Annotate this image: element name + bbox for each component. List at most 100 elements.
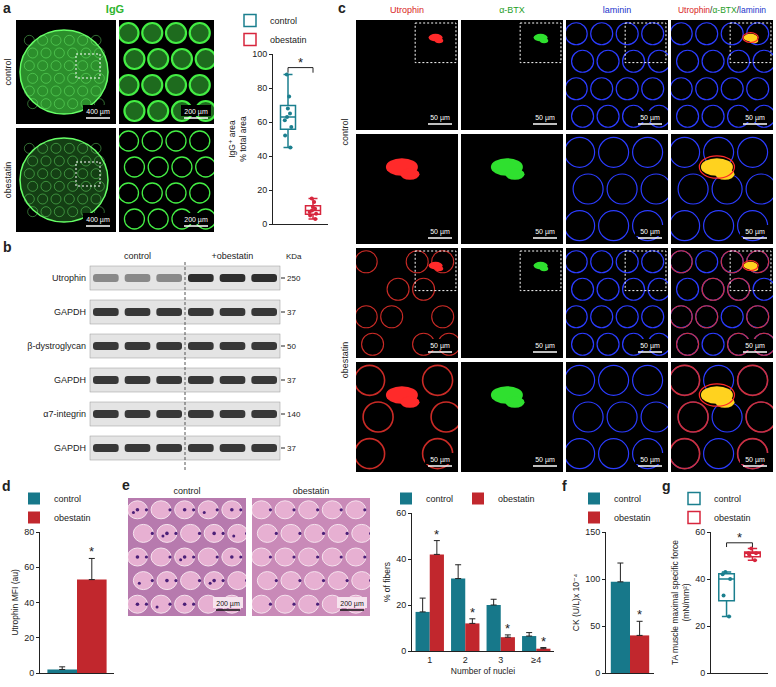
svg-text:obestatin: obestatin [54, 513, 91, 523]
svg-text:60: 60 [24, 562, 34, 572]
svg-text:37: 37 [287, 308, 296, 317]
svg-text:40: 40 [695, 574, 705, 584]
svg-text:control: control [614, 494, 641, 504]
svg-text:control: control [714, 494, 741, 504]
svg-text:3: 3 [498, 655, 503, 665]
svg-text:*: * [505, 621, 510, 636]
svg-text:f: f [562, 478, 567, 494]
svg-text:control: control [3, 58, 13, 85]
svg-text:e: e [122, 477, 130, 493]
svg-text:40: 40 [257, 151, 267, 161]
svg-text:GAPDH: GAPDH [54, 307, 86, 317]
svg-text:1: 1 [427, 655, 432, 665]
svg-text:2: 2 [463, 655, 468, 665]
svg-text:20: 20 [24, 633, 34, 643]
svg-text:37: 37 [287, 444, 296, 453]
svg-text:d: d [2, 478, 11, 494]
svg-text:20: 20 [695, 621, 705, 631]
svg-text:50 µm: 50 µm [640, 456, 660, 464]
svg-text:50 µm: 50 µm [430, 114, 450, 122]
svg-text:*: * [637, 607, 642, 622]
svg-text:50 µm: 50 µm [535, 342, 555, 350]
svg-text:IgG⁺ area% total area: IgG⁺ area% total area [227, 116, 248, 162]
svg-text:0: 0 [700, 668, 705, 678]
svg-text:*: * [470, 605, 475, 620]
svg-text:obestatin: obestatin [614, 513, 651, 523]
svg-text:GAPDH: GAPDH [54, 443, 86, 453]
svg-text:140: 140 [287, 410, 301, 419]
svg-text:200 µm: 200 µm [216, 600, 240, 608]
svg-text:obestatin: obestatin [3, 162, 13, 199]
svg-text:Utrophin MFI (au): Utrophin MFI (au) [10, 569, 20, 636]
svg-text:0: 0 [595, 668, 600, 678]
svg-text:250: 250 [287, 274, 301, 283]
svg-text:IgG: IgG [106, 3, 124, 15]
svg-text:Utrophin: Utrophin [390, 5, 424, 15]
svg-text:GAPDH: GAPDH [54, 375, 86, 385]
svg-text:400 µm: 400 µm [86, 216, 110, 224]
svg-text:50 µm: 50 µm [430, 342, 450, 350]
svg-text:CK (U/L)x 10⁻⁴: CK (U/L)x 10⁻⁴ [571, 574, 581, 632]
svg-text:50 µm: 50 µm [640, 228, 660, 236]
svg-text:100: 100 [252, 49, 267, 59]
svg-text:% of fibers: % of fibers [382, 562, 392, 602]
svg-text:*: * [89, 544, 94, 559]
svg-text:Utrophin/α-BTX/laminin: Utrophin/α-BTX/laminin [678, 5, 766, 15]
svg-text:control: control [54, 494, 81, 504]
svg-text:obestatin: obestatin [714, 513, 751, 523]
svg-text:50 µm: 50 µm [535, 456, 555, 464]
svg-text:100: 100 [585, 574, 600, 584]
svg-text:KDa: KDa [286, 252, 302, 261]
svg-text:50 µm: 50 µm [535, 228, 555, 236]
svg-text:obestatin: obestatin [498, 494, 535, 504]
svg-text:60: 60 [396, 508, 406, 518]
svg-text:Number of nuclei: Number of nuclei [451, 666, 515, 676]
svg-text:0: 0 [401, 646, 406, 656]
svg-text:≥4: ≥4 [531, 655, 541, 665]
svg-text:*: * [541, 634, 546, 649]
svg-text:control: control [340, 118, 350, 145]
svg-text:α-BTX: α-BTX [499, 5, 525, 15]
svg-text:50 µm: 50 µm [640, 342, 660, 350]
svg-text:control: control [270, 16, 297, 26]
svg-text:β-dystroglycan: β-dystroglycan [27, 341, 86, 351]
svg-text:20: 20 [396, 600, 406, 610]
svg-text:obestatin: obestatin [340, 342, 350, 379]
svg-text:20: 20 [257, 185, 267, 195]
svg-text:control: control [173, 486, 200, 496]
svg-text:obestatin: obestatin [270, 35, 307, 45]
svg-text:60: 60 [257, 117, 267, 127]
svg-text:g: g [662, 478, 671, 494]
svg-text:50 µm: 50 µm [640, 114, 660, 122]
svg-text:+obestatin: +obestatin [212, 251, 254, 261]
svg-text:50 µm: 50 µm [430, 228, 450, 236]
svg-text:50 µm: 50 µm [745, 114, 765, 122]
svg-text:40: 40 [396, 554, 406, 564]
svg-text:0: 0 [29, 668, 34, 678]
svg-text:200 µm: 200 µm [184, 108, 208, 116]
svg-text:α7-integrin: α7-integrin [43, 409, 86, 419]
svg-text:200 µm: 200 µm [184, 216, 208, 224]
svg-text:TA muscle maximal specific for: TA muscle maximal specific force(mN/mm²) [670, 540, 691, 665]
svg-text:150: 150 [585, 527, 600, 537]
svg-text:laminin: laminin [603, 5, 632, 15]
svg-text:50 µm: 50 µm [745, 456, 765, 464]
svg-text:control: control [426, 494, 453, 504]
svg-text:50 µm: 50 µm [430, 456, 450, 464]
svg-text:50 µm: 50 µm [745, 342, 765, 350]
svg-text:*: * [298, 55, 303, 70]
svg-text:80: 80 [257, 83, 267, 93]
svg-text:*: * [434, 527, 439, 542]
svg-text:c: c [338, 0, 346, 16]
svg-text:37: 37 [287, 376, 296, 385]
svg-text:*: * [737, 530, 742, 545]
svg-text:50 µm: 50 µm [745, 228, 765, 236]
svg-text:60: 60 [695, 527, 705, 537]
svg-text:400 µm: 400 µm [86, 108, 110, 116]
svg-text:50: 50 [287, 342, 296, 351]
svg-text:obestatin: obestatin [293, 486, 330, 496]
svg-text:control: control [124, 251, 151, 261]
svg-text:200 µm: 200 µm [340, 600, 364, 608]
svg-text:80: 80 [24, 527, 34, 537]
svg-text:Utrophin: Utrophin [52, 273, 86, 283]
